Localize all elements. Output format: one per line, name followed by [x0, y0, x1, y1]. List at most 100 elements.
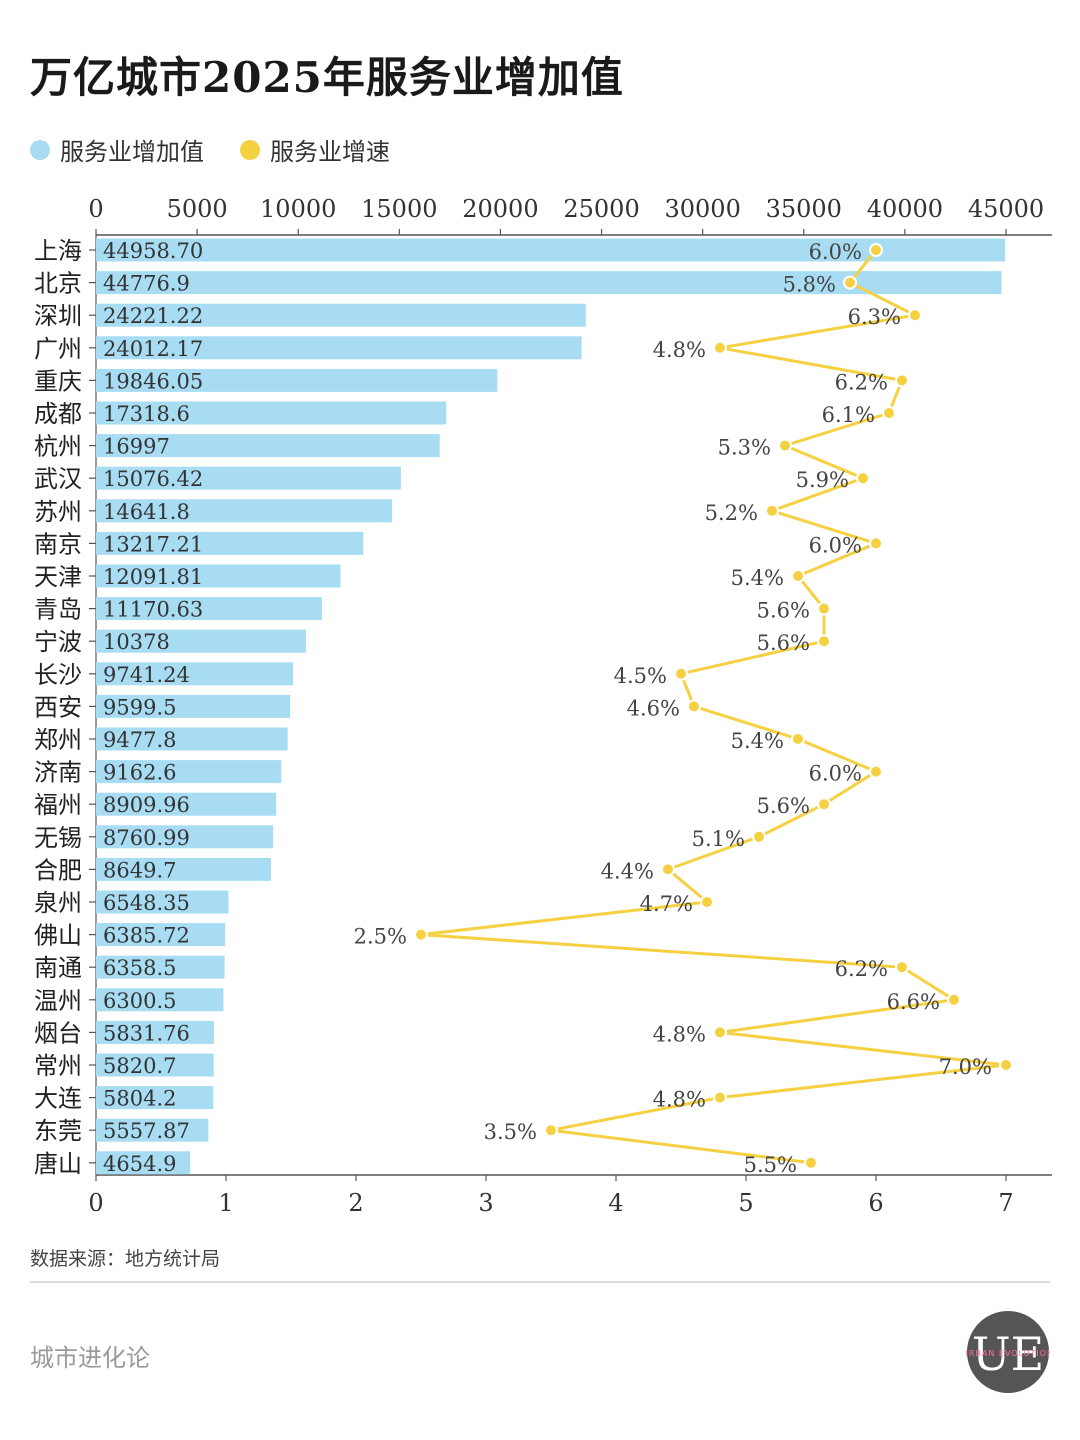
growth-line [420, 249, 1007, 1165]
growth-value-label: 5.3% [718, 436, 771, 460]
bar-value-label: 8909.96 [103, 793, 190, 817]
category-label: 郑州 [34, 726, 82, 754]
legend-label-growth: 服务业增速 [270, 138, 390, 166]
growth-point [947, 992, 961, 1007]
growth-value-label: 4.4% [601, 859, 654, 883]
data-source: 数据来源：地方统计局 [30, 1248, 221, 1270]
growth-value-label: 6.3% [848, 305, 901, 329]
growth-value-label: 6.0% [809, 762, 862, 786]
bottom-axis-tick-label: 5 [738, 1189, 753, 1217]
category-label: 无锡 [34, 824, 82, 852]
bar-value-label: 44776.9 [103, 272, 190, 296]
category-label: 大连 [34, 1085, 82, 1113]
bottom-axis-tick-label: 0 [88, 1189, 103, 1217]
bar [96, 336, 582, 360]
bar-value-label: 6385.72 [103, 924, 190, 948]
growth-point [700, 895, 714, 909]
bar [96, 629, 306, 653]
bottom-axis-tick-label: 4 [608, 1189, 623, 1217]
bar-value-label: 8649.7 [103, 858, 176, 882]
category-label: 长沙 [34, 661, 82, 689]
legend-label-value-added: 服务业增加值 [60, 138, 204, 166]
bar-value-label: 10378 [103, 630, 170, 654]
bottom-axis-tick-label: 6 [868, 1189, 883, 1217]
legend: 服务业增加值 服务业增速 [30, 132, 426, 167]
top-axis-tick-label: 20000 [462, 195, 538, 223]
bottom-axis-tick-label: 1 [218, 1189, 233, 1217]
category-label: 济南 [34, 759, 82, 787]
growth-point [882, 406, 896, 420]
bar-value-label: 9162.6 [103, 761, 176, 785]
growth-point [713, 1025, 727, 1040]
bar [96, 368, 498, 392]
bar-value-label: 9599.5 [103, 695, 176, 719]
top-axis-tick-label: 0 [88, 195, 103, 223]
bar [96, 760, 282, 784]
bar [96, 923, 226, 947]
growth-point [817, 601, 831, 616]
growth-point [999, 1058, 1013, 1072]
growth-value-label: 4.5% [614, 664, 667, 688]
growth-point [687, 699, 701, 714]
growth-point [661, 862, 675, 877]
bar-value-label: 5804.2 [103, 1087, 176, 1111]
bar-value-label: 5820.7 [103, 1054, 176, 1078]
growth-point [791, 569, 805, 583]
bar-value-label: 8760.99 [103, 826, 190, 850]
growth-point [791, 732, 805, 746]
bar [96, 1086, 214, 1110]
growth-point [778, 438, 792, 453]
category-label: 南京 [34, 530, 82, 558]
bottom-axis-tick-label: 2 [348, 1189, 363, 1217]
brand-name: 城市进化论 [30, 1344, 150, 1372]
growth-value-label: 5.6% [757, 794, 810, 818]
bar-value-label: 9741.24 [103, 663, 190, 687]
legend-swatch-line [240, 139, 260, 160]
bar [96, 238, 1006, 262]
bar [96, 988, 224, 1012]
category-label: 泉州 [34, 889, 82, 917]
category-label: 西安 [34, 693, 82, 721]
growth-point [674, 666, 688, 681]
growth-point [856, 471, 870, 486]
bottom-axis-tick-label: 3 [478, 1189, 493, 1217]
growth-value-label: 6.0% [809, 240, 862, 264]
bar [96, 662, 293, 686]
growth-value-label: 4.6% [627, 696, 680, 720]
top-axis-tick-label: 45000 [968, 195, 1044, 223]
growth-point [895, 373, 909, 388]
category-label: 青岛 [34, 596, 82, 624]
top-axis-tick-label: 10000 [260, 195, 336, 223]
bar [96, 499, 393, 523]
bar [96, 303, 586, 327]
growth-point [843, 275, 857, 290]
bar-value-label: 17318.6 [103, 402, 190, 426]
category-label: 北京 [34, 270, 82, 298]
bar-value-label: 6548.35 [103, 891, 190, 915]
category-label: 温州 [34, 987, 82, 1015]
legend-item-value-added: 服务业增加值 [30, 132, 204, 167]
category-label: 成都 [34, 400, 82, 428]
growth-value-label: 4.7% [640, 892, 693, 916]
growth-point [544, 1123, 558, 1138]
growth-value-label: 4.8% [653, 1022, 706, 1046]
top-axis-tick-label: 35000 [766, 195, 842, 223]
top-axis-tick-label: 40000 [867, 195, 943, 223]
bar [96, 531, 364, 555]
growth-value-label: 5.1% [692, 827, 745, 851]
growth-value-label: 3.5% [484, 1120, 537, 1144]
bar [96, 694, 291, 718]
category-label: 常州 [34, 1052, 82, 1080]
bar [96, 271, 1002, 295]
bottom-axis-tick-label: 7 [998, 1189, 1013, 1217]
top-axis-tick-label: 25000 [563, 195, 639, 223]
bar-value-label: 12091.81 [103, 565, 203, 589]
category-label: 南通 [34, 954, 82, 982]
growth-value-label: 5.2% [705, 501, 758, 525]
bar-value-label: 19846.05 [103, 369, 203, 393]
bar-value-label: 44958.70 [103, 239, 203, 263]
bar-value-label: 11170.63 [103, 598, 203, 622]
growth-point [869, 243, 883, 257]
growth-value-label: 4.8% [653, 338, 706, 362]
growth-value-label: 5.9% [796, 468, 849, 492]
